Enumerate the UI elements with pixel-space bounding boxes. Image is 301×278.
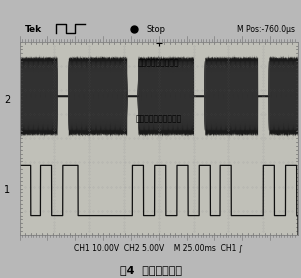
Text: 凸轮轴位置传感器信号: 凸轮轴位置传感器信号 [136,115,182,123]
Text: CH1 10.00V  CH2 5.00V    M 25.00ms  CH1 ∫: CH1 10.00V CH2 5.00V M 25.00ms CH1 ∫ [74,243,243,252]
Text: Tek: Tek [25,25,42,34]
Text: Stop: Stop [146,25,165,34]
Text: 图4  正常车全波形: 图4 正常车全波形 [119,265,182,275]
Text: 1: 1 [4,185,10,195]
Text: 2: 2 [4,95,10,105]
Text: 曲轴位置传感器信号: 曲轴位置传感器信号 [138,58,180,68]
Text: M Pos:-760.0μs: M Pos:-760.0μs [237,25,295,34]
